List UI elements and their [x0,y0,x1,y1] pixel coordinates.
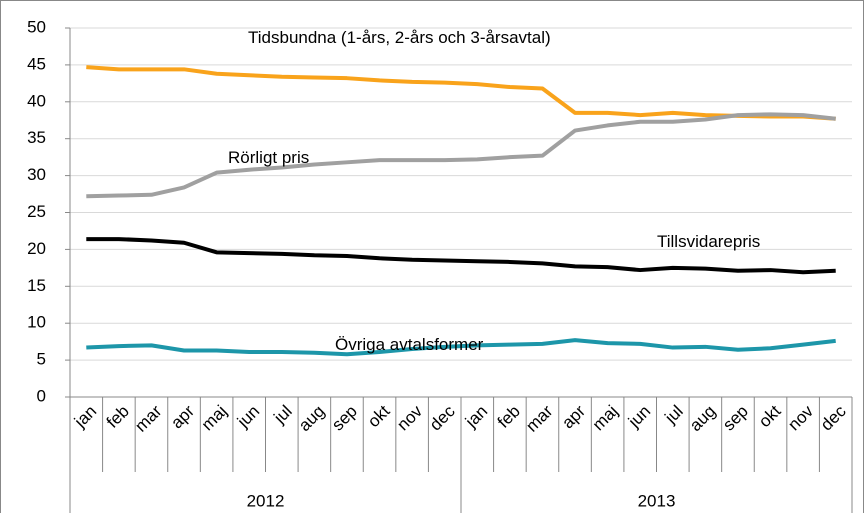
x-tick-label: apr [167,401,198,432]
series-label: Tillsvidarepris [657,232,761,251]
x-tick-label: maj [589,402,622,435]
x-tick-label: sep [719,402,752,435]
y-tick-label: 5 [37,350,46,369]
x-tick-label: jun [233,402,263,432]
series-label: Tidsbundna (1-års, 2-års och 3-årsavtal) [248,28,551,47]
x-tick-label: jan [461,402,491,432]
y-tick-label: 10 [27,313,46,332]
x-tick-label: maj [198,402,231,435]
line-series [86,338,836,357]
line-series [86,237,836,275]
x-tick-label: dec [817,401,850,434]
y-tick-label: 25 [27,202,46,221]
x-tick-label: nov [784,401,817,434]
x-tick-label: sep [328,402,361,435]
x-tick-label: aug [686,402,719,435]
x-tick-label: mar [522,401,556,435]
series-label: Rörligt pris [228,148,310,167]
y-tick-label: 15 [27,276,46,295]
x-tick-label: aug [295,402,328,435]
y-tick-label: 35 [27,128,46,147]
x-tick-label: apr [558,401,589,432]
group-label: 2012 [247,491,285,510]
series-label: Övriga avtalsformer [335,335,484,354]
y-tick-label: 20 [27,239,46,258]
x-tick-label: mar [131,401,165,435]
y-tick-label: 30 [27,165,46,184]
x-tick-label: okt [755,401,785,431]
x-tick-label: dec [426,401,459,434]
y-tick-label: 50 [27,17,46,36]
x-tick-label: jan [70,402,100,432]
x-tick-label: jul [661,402,687,428]
line-series [86,65,836,121]
y-tick-label: 45 [27,54,46,73]
x-tick-label: feb [494,402,524,432]
x-tick-label: nov [393,401,426,434]
line-series [86,112,836,199]
y-tick-label: 0 [37,386,46,405]
x-tick-label: jun [624,402,654,432]
y-tick-label: 40 [27,91,46,110]
x-tick-label: okt [364,401,394,431]
x-tick-label: feb [103,402,133,432]
x-tick-label: jul [270,402,296,428]
group-label: 2013 [638,491,676,510]
